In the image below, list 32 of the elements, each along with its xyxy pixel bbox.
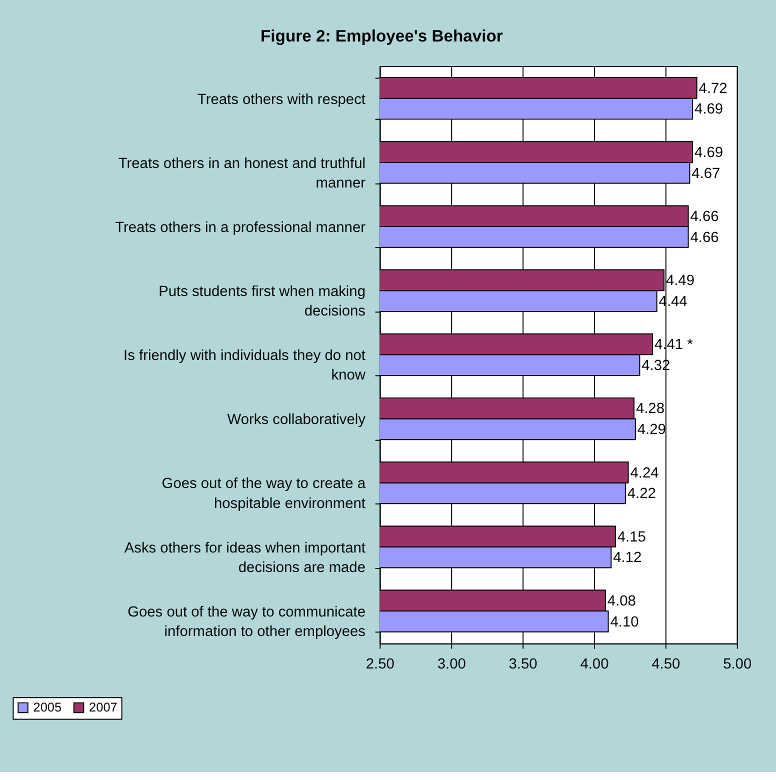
data-label: 4.66 <box>690 209 719 226</box>
y-tick-label: Goes out of the way to create a hospitable environment <box>162 476 366 512</box>
data-label: 4.08 <box>607 593 636 610</box>
x-tick-label: 3.50 <box>508 656 538 672</box>
y-tick-label: Goes out of the way to communicate information to other employees <box>128 604 366 640</box>
y-tick-label: Puts students first when making decisions <box>158 284 366 320</box>
y-tick-label: Treats others with respect <box>197 92 366 108</box>
data-label: 4.28 <box>636 401 664 418</box>
data-label: 4.72 <box>698 80 728 97</box>
data-label: 4.69 <box>694 102 724 118</box>
y-tick-label: Treats others in a professional manner <box>115 220 366 236</box>
x-tick-label: 5.00 <box>723 656 752 672</box>
x-tick-label: 4.50 <box>652 656 680 672</box>
y-tick-label: Is friendly with individuals they do not know <box>124 348 366 384</box>
y-tick-label: Treats others in an honest and truthful manner <box>118 156 366 192</box>
data-label: 4.22 <box>627 486 656 502</box>
data-label: 4.15 <box>617 529 646 546</box>
data-label: 4.69 <box>694 144 724 161</box>
x-tick-label: 4.00 <box>580 656 609 672</box>
data-label: 4.10 <box>610 614 639 630</box>
data-label: 4.67 <box>692 166 720 182</box>
y-tick-label: Asks others for ideas when important decisions are made <box>124 540 366 576</box>
legend-label: 2007 <box>89 700 118 715</box>
y-tick-label: Works collaboratively <box>227 412 366 428</box>
data-label: 4.24 <box>630 465 659 482</box>
data-label: 4.66 <box>690 230 719 246</box>
data-label: 4.29 <box>637 422 666 438</box>
data-label: 4.12 <box>613 550 642 566</box>
x-tick-label: 2.50 <box>366 656 394 672</box>
chart-title: Figure 2: Employee's Behavior <box>260 26 504 46</box>
x-tick-label: 3.00 <box>437 656 466 672</box>
legend-label: 2005 <box>33 700 62 715</box>
